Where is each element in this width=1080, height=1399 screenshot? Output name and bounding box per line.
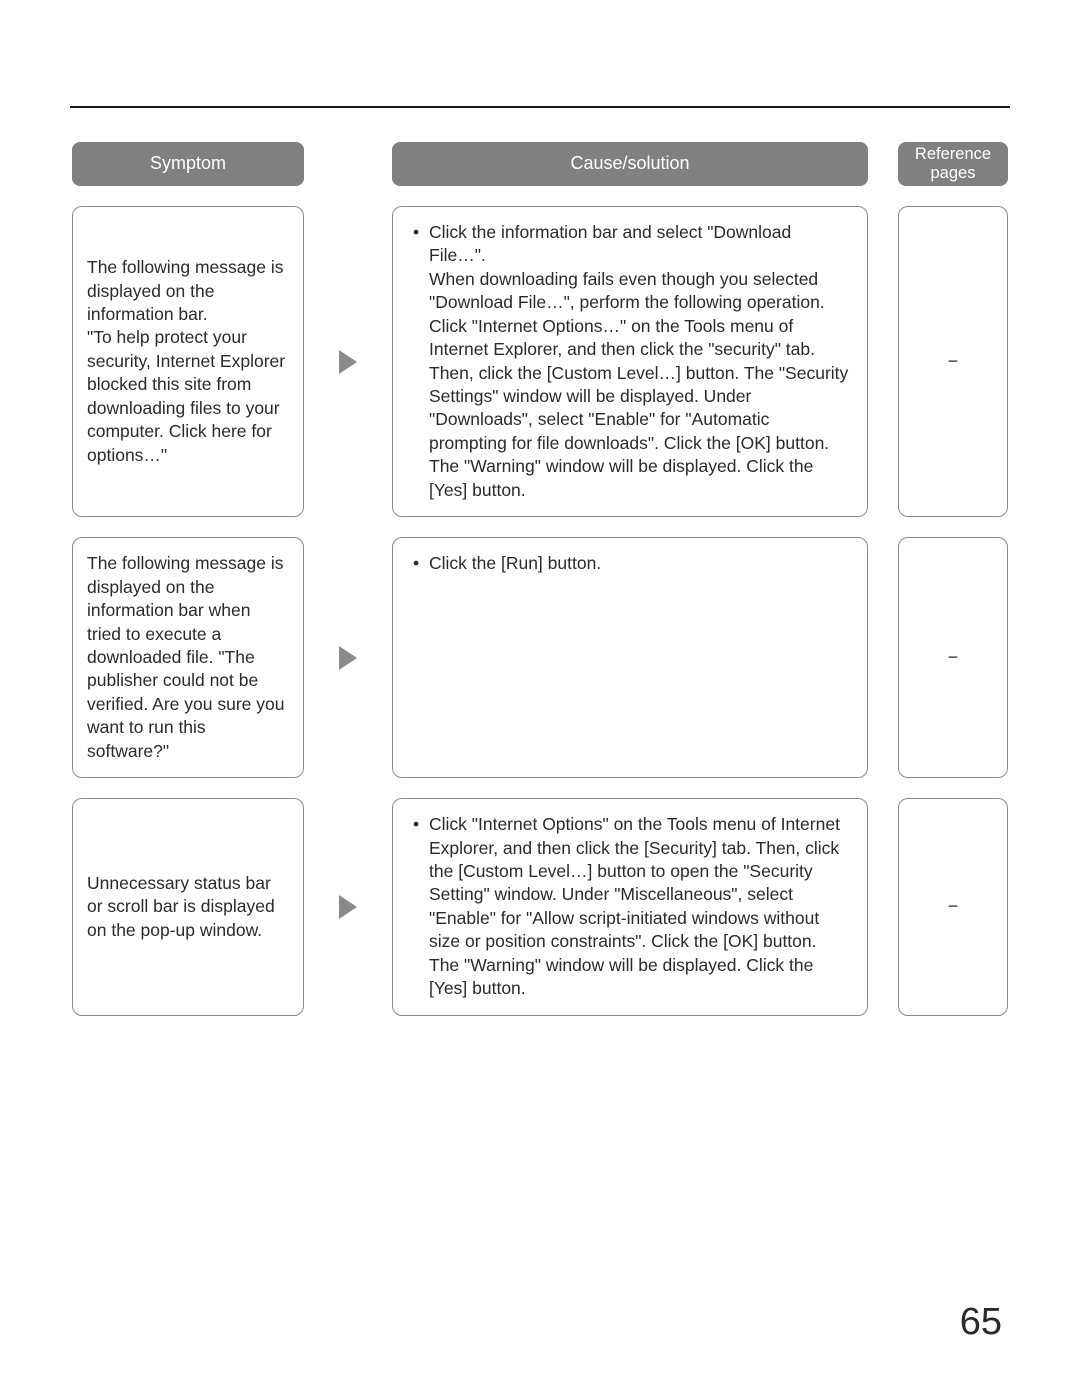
arrow-cell (334, 798, 362, 1016)
arrow-cell (334, 206, 362, 517)
content-area: Symptom Cause/solution Referencepages Th… (0, 106, 1080, 1016)
reference-cell: − (898, 537, 1008, 778)
cause-bullet: Click the [Run] button. (411, 552, 849, 575)
arrow-cell (334, 537, 362, 778)
symptom-cell: Unnecessary status bar or scroll bar is … (72, 798, 304, 1016)
symptom-text: The following message is displayed on th… (87, 552, 289, 763)
top-divider (70, 106, 1010, 108)
reference-cell: − (898, 798, 1008, 1016)
table-row: The following message is displayed on th… (72, 206, 1008, 517)
arrow-right-icon (337, 348, 359, 376)
header-reference: Referencepages (898, 142, 1008, 186)
reference-cell: − (898, 206, 1008, 517)
cause-text: When downloading fails even though you s… (411, 268, 849, 502)
table-header-row: Symptom Cause/solution Referencepages (72, 142, 1008, 186)
page-number: 65 (960, 1301, 1002, 1344)
table-row: Unnecessary status bar or scroll bar is … (72, 798, 1008, 1016)
page: Symptom Cause/solution Referencepages Th… (0, 0, 1080, 1399)
header-symptom: Symptom (72, 142, 304, 186)
cause-text: The "Warning" window will be displayed. … (411, 954, 849, 1001)
cause-bullet: Click the information bar and select "Do… (411, 221, 849, 268)
arrow-right-icon (337, 644, 359, 672)
symptom-text: Unnecessary status bar or scroll bar is … (87, 872, 289, 942)
arrow-right-icon (337, 893, 359, 921)
table-row: The following message is displayed on th… (72, 537, 1008, 778)
symptom-cell: The following message is displayed on th… (72, 206, 304, 517)
cause-bullet: Click "Internet Options" on the Tools me… (411, 813, 849, 954)
symptom-cell: The following message is displayed on th… (72, 537, 304, 778)
symptom-text: The following message is displayed on th… (87, 256, 289, 467)
cause-cell: Click "Internet Options" on the Tools me… (392, 798, 868, 1016)
cause-cell: Click the information bar and select "Do… (392, 206, 868, 517)
header-cause: Cause/solution (392, 142, 868, 186)
cause-cell: Click the [Run] button. (392, 537, 868, 778)
header-arrow-spacer (334, 142, 362, 186)
